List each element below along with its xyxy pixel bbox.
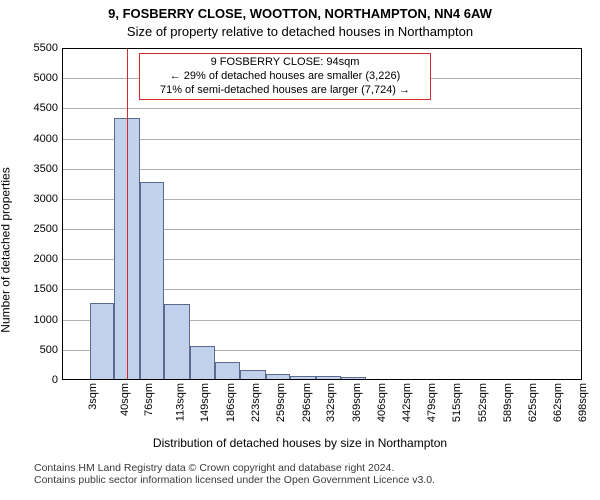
- x-tick-label: 515sqm: [449, 383, 463, 422]
- annotation-line: ← 29% of detached houses are smaller (3,…: [146, 70, 424, 84]
- histogram-bar: [215, 362, 240, 380]
- gridline-h: [62, 169, 582, 170]
- annotation-line: 9 FOSBERRY CLOSE: 94sqm: [146, 56, 424, 70]
- property-marker-line: [127, 48, 128, 380]
- x-tick-label: 76sqm: [141, 383, 155, 416]
- histogram-bar: [164, 304, 189, 380]
- x-tick-label: 625sqm: [525, 383, 539, 422]
- x-tick-label: 40sqm: [117, 383, 131, 416]
- y-tick-label: 0: [52, 374, 62, 386]
- title-line-2: Size of property relative to detached ho…: [0, 24, 600, 39]
- y-tick-label: 2500: [34, 223, 62, 235]
- x-tick-label: 223sqm: [249, 383, 263, 422]
- annotation-line: 71% of semi-detached houses are larger (…: [146, 84, 424, 98]
- y-tick-label: 5500: [34, 42, 62, 54]
- histogram-bar: [190, 346, 215, 380]
- x-tick-label: 662sqm: [550, 383, 564, 422]
- x-tick-label: 149sqm: [198, 383, 212, 422]
- histogram-bar: [341, 377, 366, 380]
- y-tick-label: 2000: [34, 253, 62, 265]
- x-tick-label: 259sqm: [273, 383, 287, 422]
- x-tick-label: 332sqm: [324, 383, 338, 422]
- x-tick-label: 698sqm: [575, 383, 589, 422]
- x-tick-label: 369sqm: [349, 383, 363, 422]
- histogram-bar: [316, 376, 341, 380]
- plot-area: 0500100015002000250030003500400045005000…: [62, 48, 582, 380]
- gridline-h: [62, 139, 582, 140]
- histogram-bar: [140, 182, 165, 380]
- x-tick-label: 552sqm: [475, 383, 489, 422]
- x-axis-label: Distribution of detached houses by size …: [0, 436, 600, 450]
- footer-attribution: Contains HM Land Registry data © Crown c…: [34, 462, 600, 486]
- x-tick-label: 296sqm: [299, 383, 313, 422]
- y-tick-label: 3000: [34, 193, 62, 205]
- x-tick-label: 406sqm: [374, 383, 388, 422]
- histogram-bar: [90, 303, 115, 380]
- histogram-bar: [290, 376, 315, 380]
- x-tick-label: 479sqm: [425, 383, 439, 422]
- y-tick-label: 1000: [34, 314, 62, 326]
- y-tick-label: 5000: [34, 72, 62, 84]
- y-tick-label: 500: [40, 344, 62, 356]
- annotation-box: 9 FOSBERRY CLOSE: 94sqm← 29% of detached…: [139, 53, 431, 100]
- histogram-bar: [266, 374, 291, 380]
- y-tick-label: 1500: [34, 283, 62, 295]
- y-axis-label: Number of detached properties: [0, 0, 16, 500]
- x-tick-label: 186sqm: [223, 383, 237, 422]
- y-tick-label: 4500: [34, 102, 62, 114]
- y-axis-label-text: Number of detached properties: [0, 167, 13, 332]
- histogram-bar: [240, 370, 265, 380]
- title-line-1: 9, FOSBERRY CLOSE, WOOTTON, NORTHAMPTON,…: [0, 6, 600, 21]
- figure: 9, FOSBERRY CLOSE, WOOTTON, NORTHAMPTON,…: [0, 0, 600, 500]
- y-tick-label: 3500: [34, 163, 62, 175]
- x-tick-label: 3sqm: [85, 383, 99, 410]
- x-tick-label: 442sqm: [399, 383, 413, 422]
- x-tick-label: 113sqm: [172, 383, 186, 421]
- y-tick-label: 4000: [34, 133, 62, 145]
- gridline-h: [62, 108, 582, 109]
- x-tick-label: 589sqm: [500, 383, 514, 422]
